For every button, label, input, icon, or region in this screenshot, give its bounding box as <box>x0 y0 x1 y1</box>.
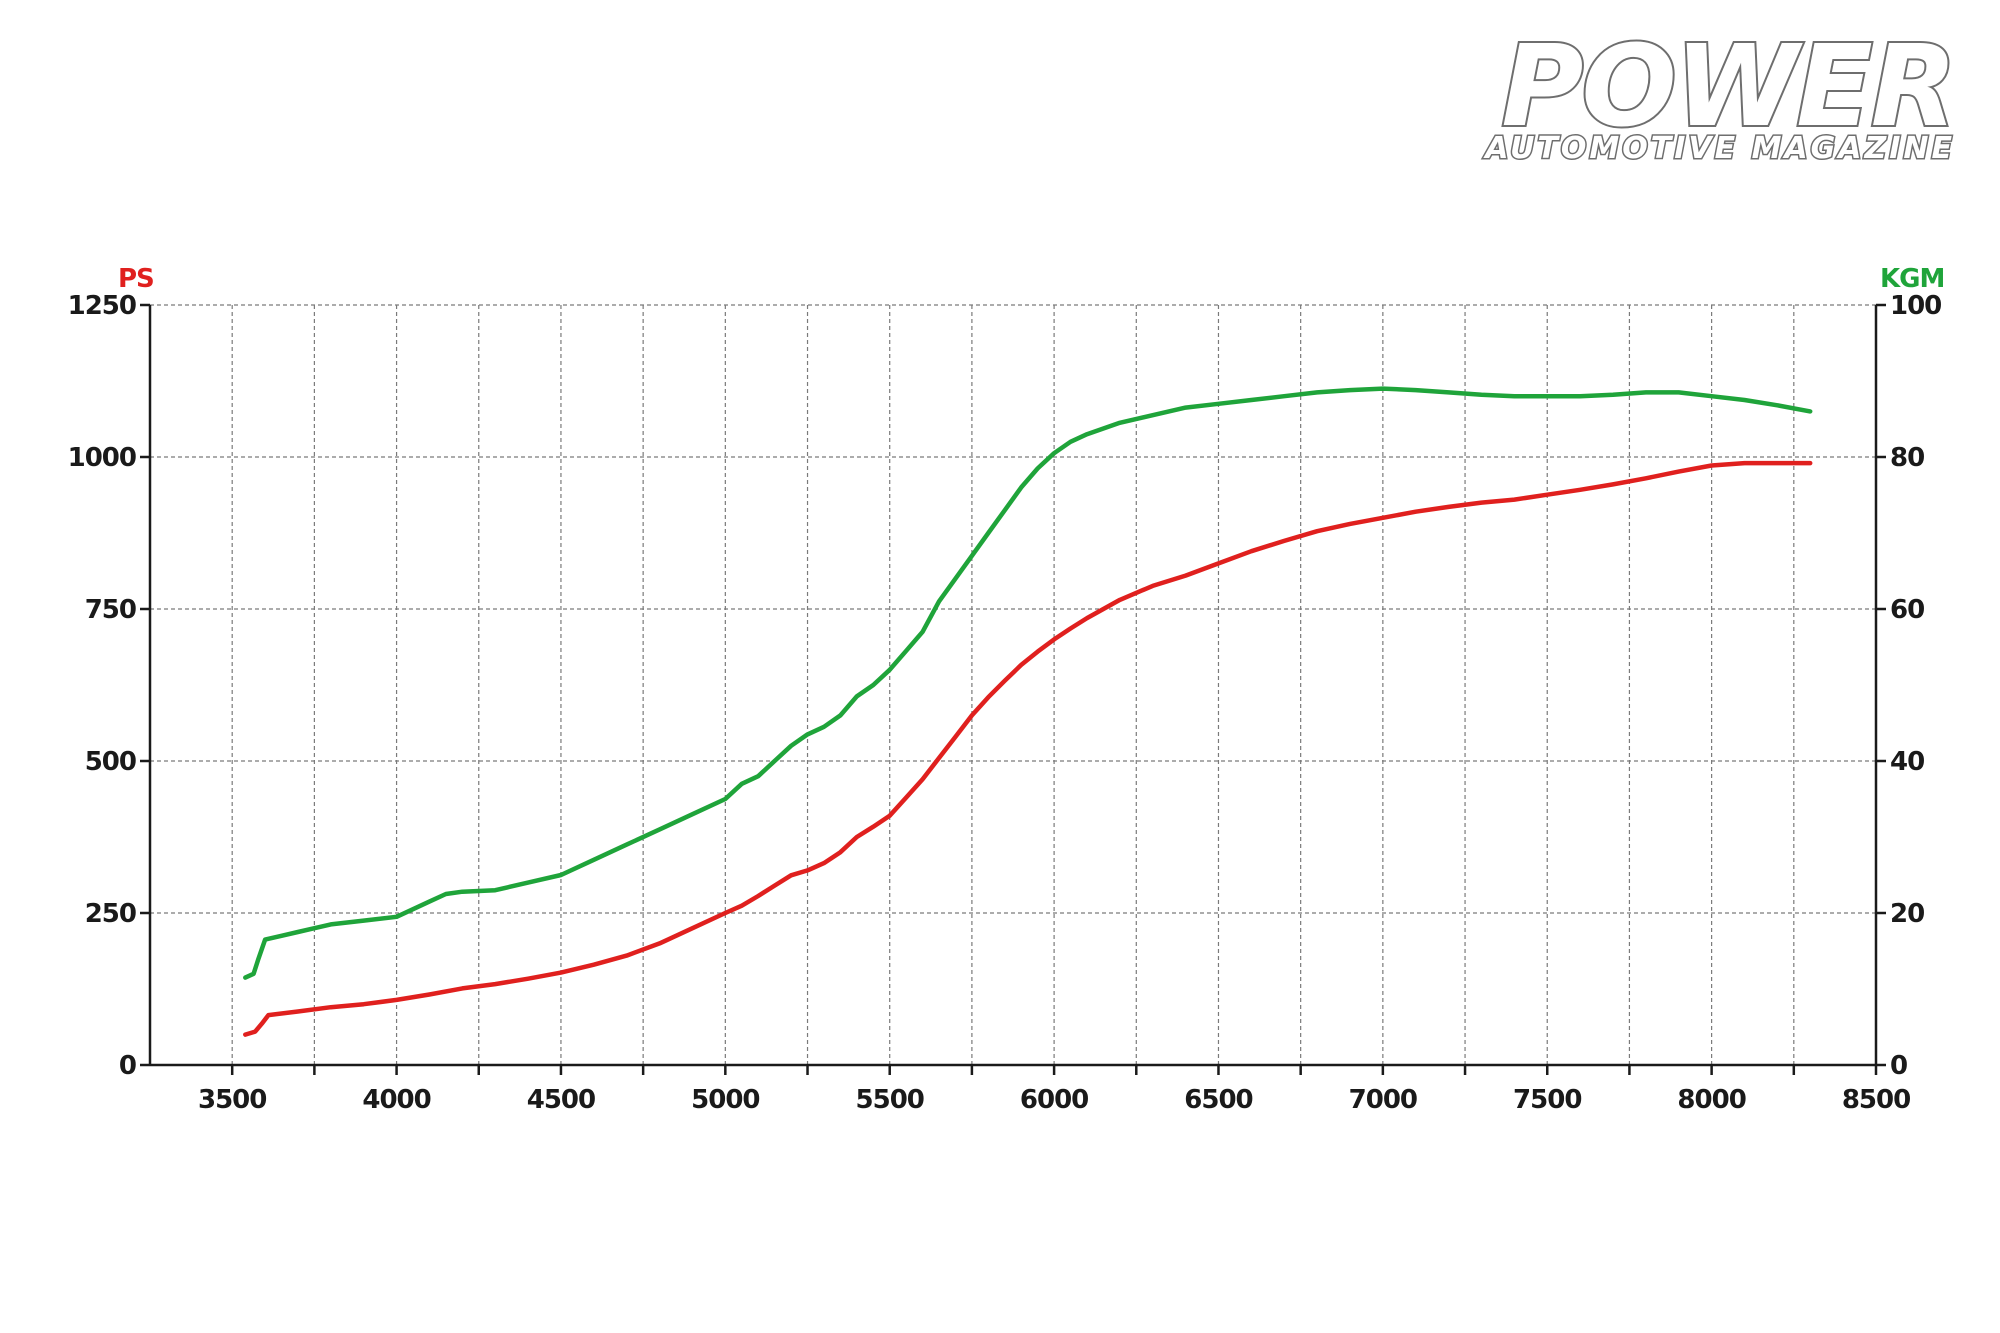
left-tick-label: 250 <box>85 899 136 929</box>
right-axis-title: KGM <box>1880 264 1944 294</box>
power-series-line <box>243 460 1813 1037</box>
x-tick-label: 8000 <box>1677 1085 1745 1115</box>
right-tick-label: 0 <box>1890 1051 1907 1081</box>
right-tick-label: 80 <box>1890 443 1924 473</box>
x-tick-label: 6000 <box>1020 1085 1088 1115</box>
tick-labels: 0 250 500 750 1000 1250 0 20 40 60 80 100 3500 4000 45… <box>68 291 1943 1115</box>
left-axis-title: PS <box>118 264 154 294</box>
right-tick-label: 20 <box>1890 899 1924 929</box>
x-tick-label: 4500 <box>527 1085 595 1115</box>
x-tick-label: 6500 <box>1184 1085 1252 1115</box>
axes <box>140 303 1886 1075</box>
x-tick-label: 7000 <box>1349 1085 1417 1115</box>
x-tick-label: 4000 <box>362 1085 430 1115</box>
x-tick-label: 7500 <box>1513 1085 1581 1115</box>
grid <box>150 304 1877 1065</box>
right-tick-label: 60 <box>1890 595 1924 625</box>
left-tick-label: 750 <box>85 595 136 625</box>
left-tick-label: 0 <box>119 1051 136 1081</box>
logo-tagline: AUTOMOTIVE MAGAZINE <box>1483 131 1955 166</box>
logo: POWER AUTOMOTIVE MAGAZINE <box>1482 20 1959 168</box>
left-tick-label: 1000 <box>68 443 136 473</box>
left-tick-label: 500 <box>85 747 136 777</box>
x-tick-label: 8500 <box>1842 1085 1910 1115</box>
left-tick-label: 1250 <box>68 291 136 321</box>
right-tick-label: 40 <box>1890 747 1924 777</box>
logo-title: POWER <box>1501 22 1955 152</box>
series <box>243 386 1813 1037</box>
torque-series-line <box>243 386 1813 980</box>
x-tick-label: 3500 <box>198 1085 266 1115</box>
right-tick-label: 100 <box>1890 291 1941 321</box>
x-tick-label: 5000 <box>691 1085 759 1115</box>
x-tick-label: 5500 <box>856 1085 924 1115</box>
